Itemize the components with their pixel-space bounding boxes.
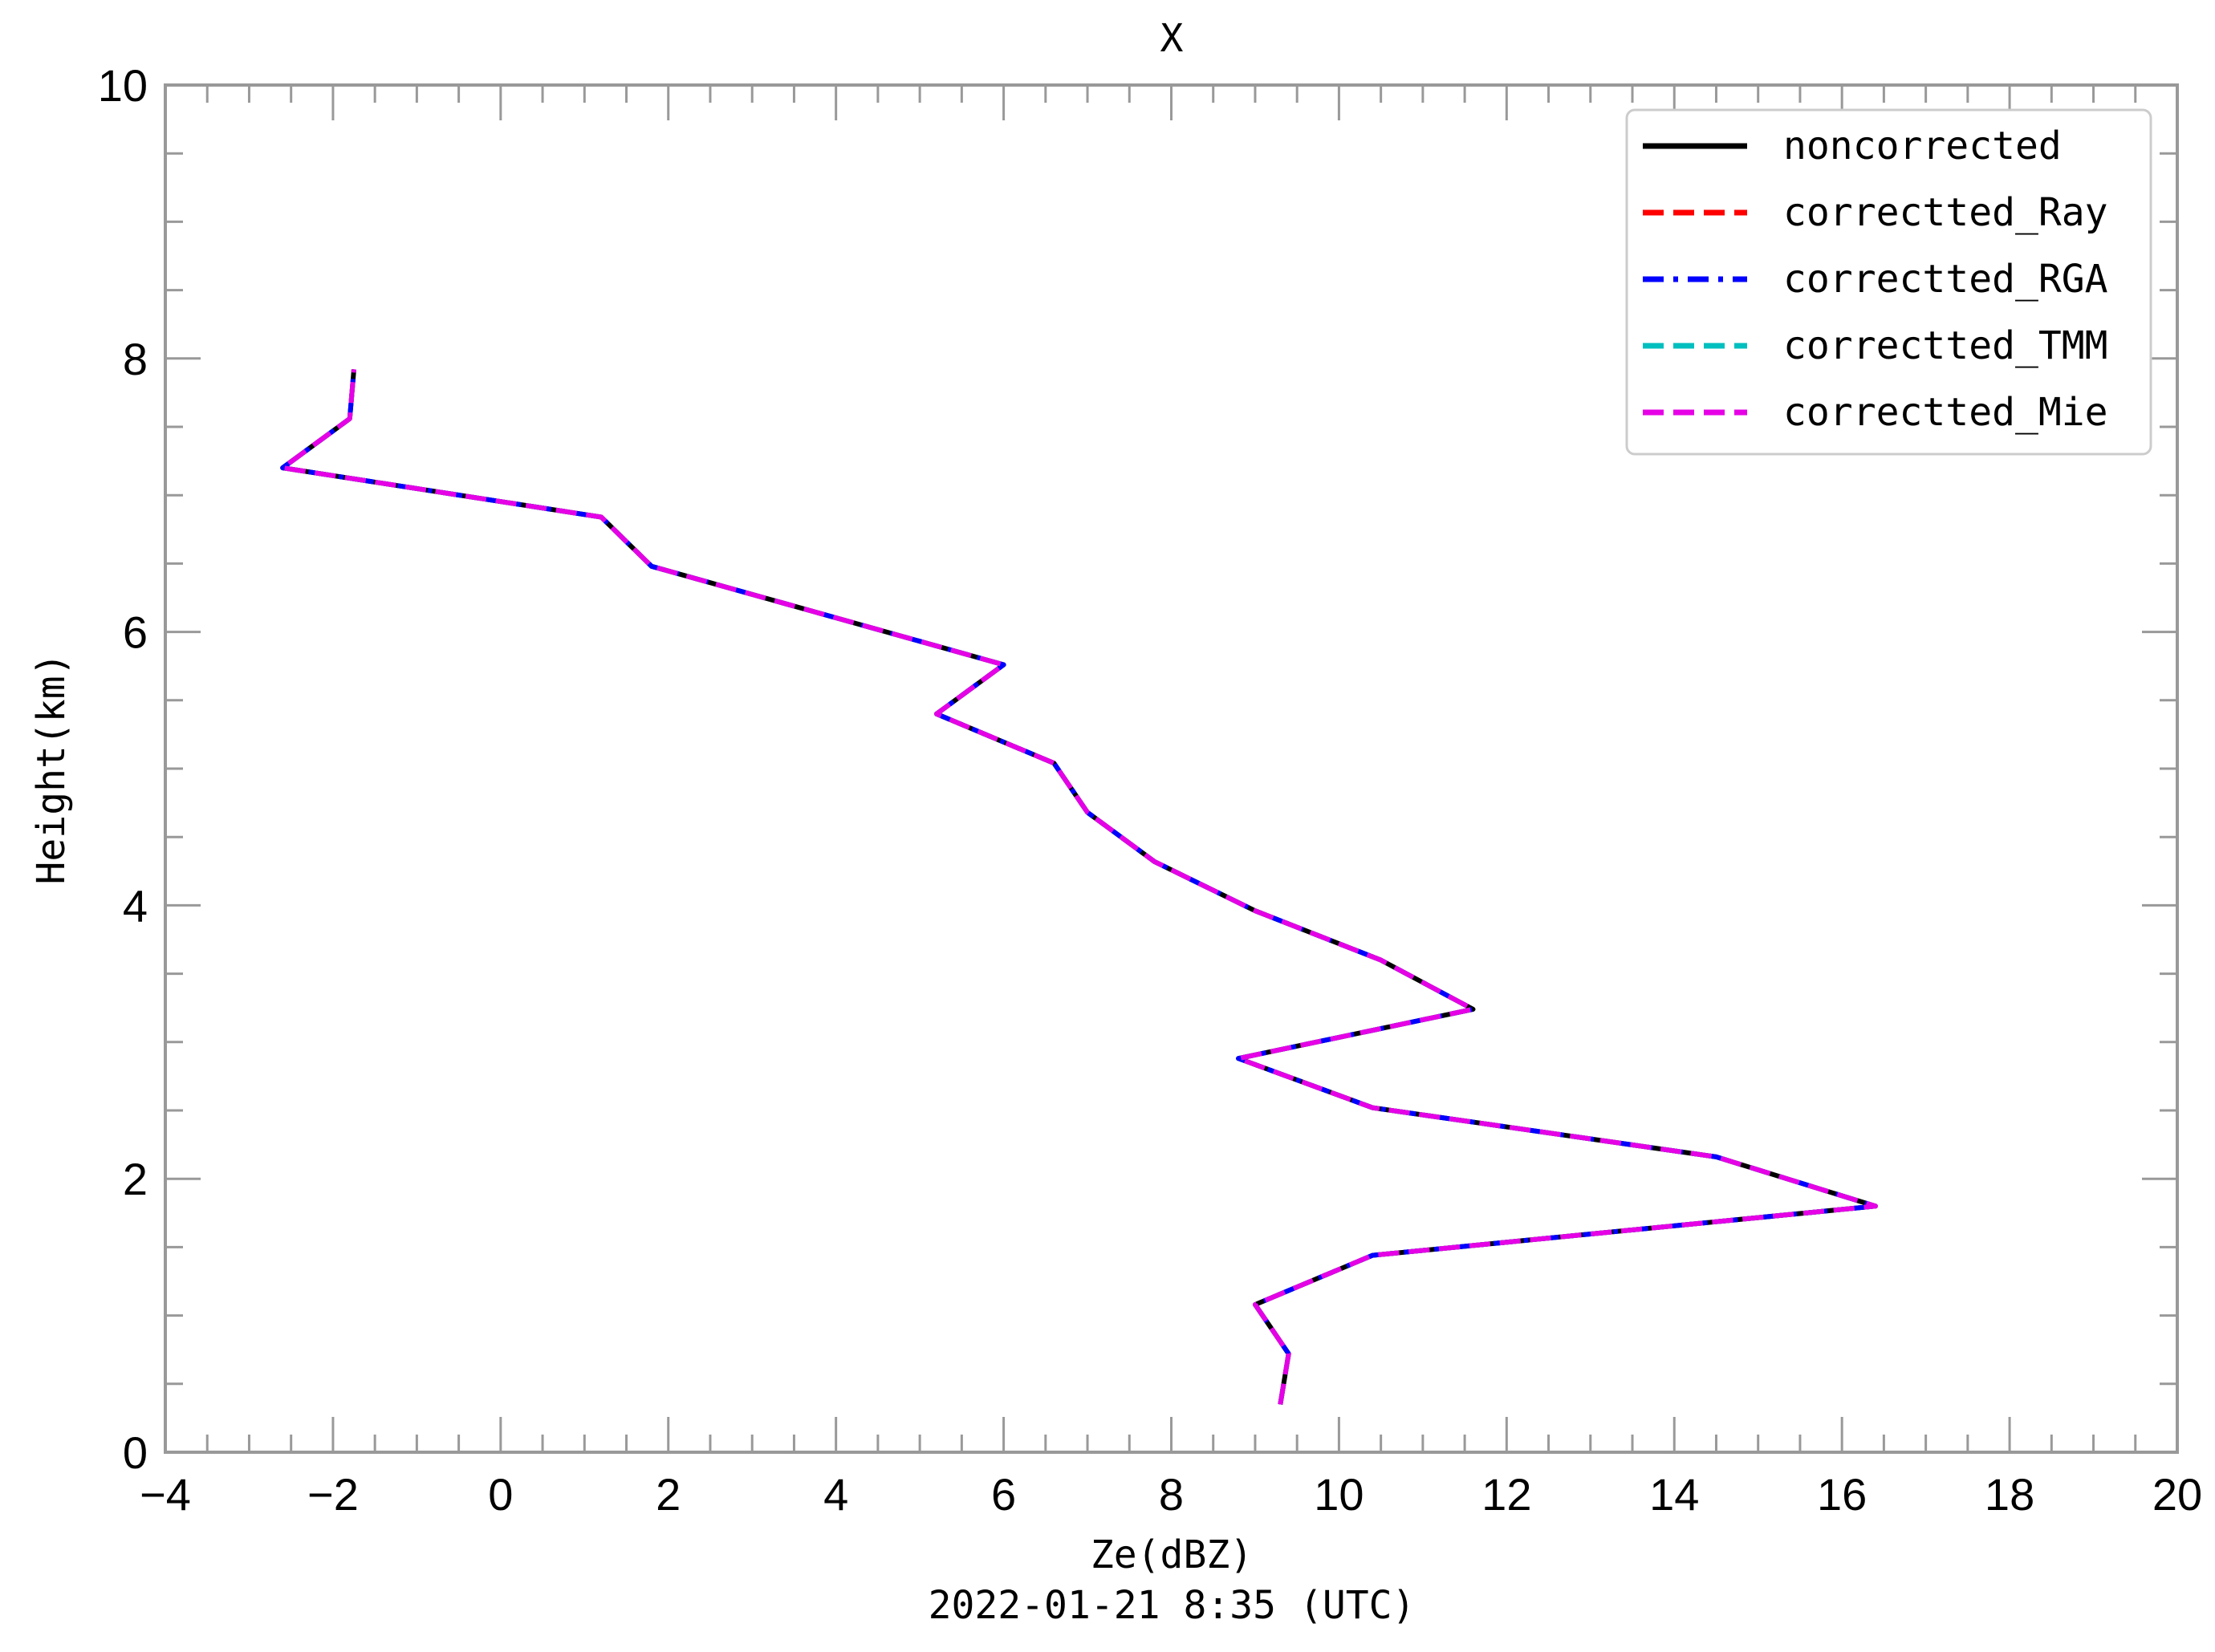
x-tick-label: 8 xyxy=(1159,1469,1184,1520)
x-tick-label: −2 xyxy=(307,1469,359,1520)
legend-label: noncorrected xyxy=(1783,124,2062,168)
series-line-correctted-mie xyxy=(280,369,1878,1405)
x-tick-label: 20 xyxy=(2152,1469,2202,1520)
legend-label: correctted_Ray xyxy=(1783,190,2108,235)
series-lines xyxy=(280,369,1878,1405)
chart-title: X xyxy=(1160,16,1184,61)
x-tick-label: 2 xyxy=(656,1469,681,1520)
legend-label: correctted_Mie xyxy=(1783,390,2108,435)
y-tick-labels: 0 2 4 6 8 10 xyxy=(98,60,148,1478)
x-axis-label: Ze(dBZ) xyxy=(1091,1532,1253,1577)
legend-label: correctted_TMM xyxy=(1783,323,2108,368)
x-tick-label: 6 xyxy=(991,1469,1016,1520)
series-line-noncorrected xyxy=(280,369,1878,1405)
x-tick-label: 14 xyxy=(1649,1469,1699,1520)
y-tick-label: 4 xyxy=(123,880,148,931)
legend: noncorrected correctted_Ray correctted_RGA… xyxy=(1625,108,2152,456)
x-tick-label: 0 xyxy=(488,1469,513,1520)
y-tick-label: 0 xyxy=(123,1427,148,1478)
legend-box xyxy=(1625,108,2152,456)
x-tick-labels: −4 −2 0 2 4 6 8 10 12 14 16 18 20 xyxy=(140,1469,2202,1520)
x-tick-label: 16 xyxy=(1817,1469,1867,1520)
axis-ticks xyxy=(164,83,2179,1454)
date-subtitle: 2022-01-21 8:35 (UTC) xyxy=(929,1583,1416,1628)
legend-items: noncorrected correctted_Ray correctted_RGA… xyxy=(1643,124,2108,435)
y-tick-label: 10 xyxy=(98,60,148,111)
x-tick-label: 12 xyxy=(1481,1469,1531,1520)
x-tick-label: 18 xyxy=(1985,1469,2034,1520)
series-line-correctted-rga xyxy=(280,369,1878,1405)
series-line-correctted-tmm xyxy=(280,369,1878,1405)
legend-label: correctted_RGA xyxy=(1783,257,2108,302)
x-tick-label: 10 xyxy=(1314,1469,1364,1520)
y-tick-label: 6 xyxy=(123,607,148,658)
x-tick-label: −4 xyxy=(140,1469,191,1520)
series-line-correctted-ray xyxy=(280,369,1878,1405)
x-tick-label: 4 xyxy=(823,1469,848,1520)
y-axis-label: Height(km) xyxy=(29,653,74,885)
y-tick-label: 2 xyxy=(123,1154,148,1204)
y-tick-label: 8 xyxy=(123,334,148,384)
